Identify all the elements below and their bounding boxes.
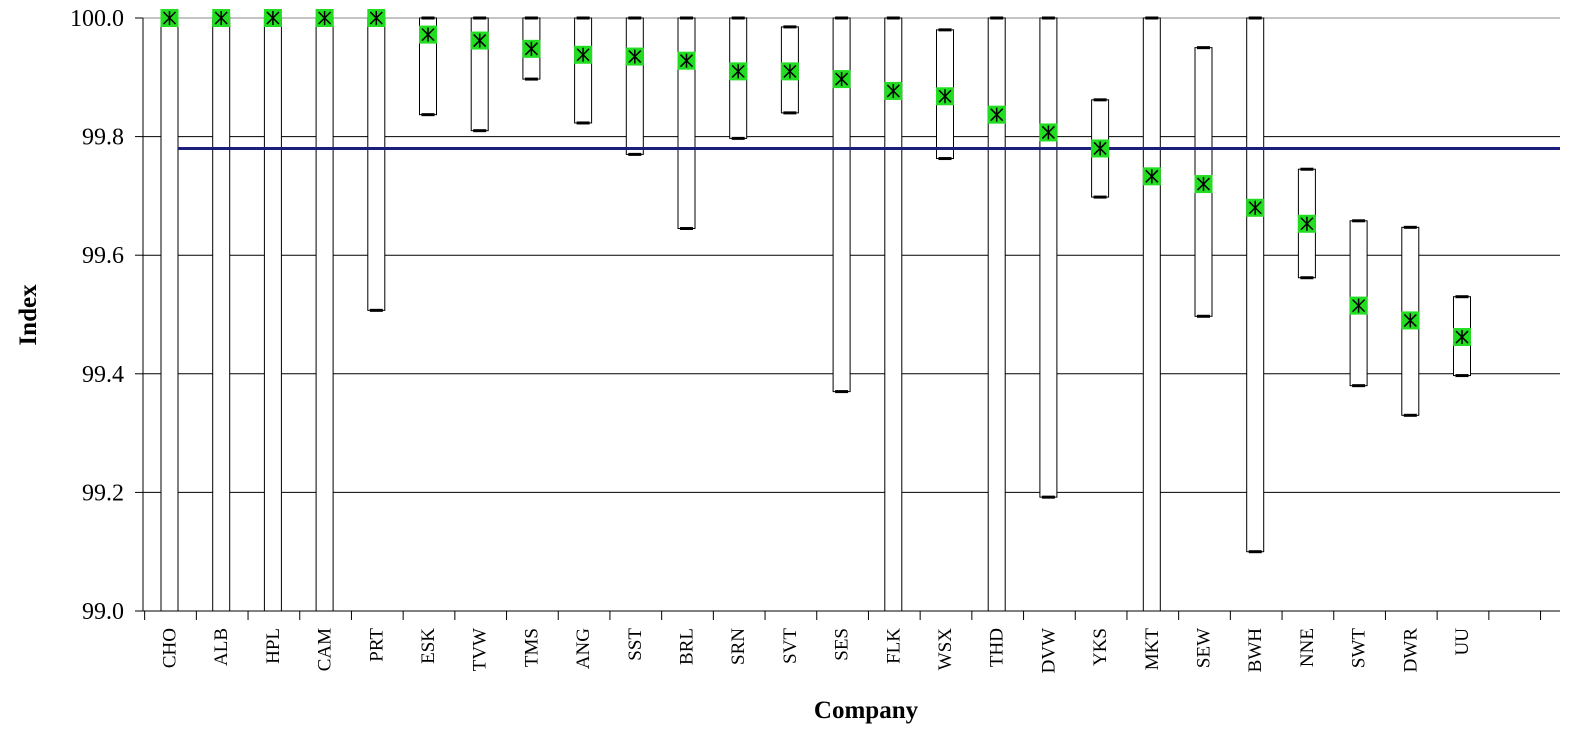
range-bar-alb bbox=[212, 17, 231, 612]
range-bar-cho bbox=[160, 17, 179, 612]
x-category-label: MKT bbox=[1142, 628, 1163, 671]
x-axis-title: Company bbox=[814, 697, 919, 724]
value-marker-dwr bbox=[1401, 311, 1420, 330]
value-marker-tms bbox=[522, 39, 541, 58]
value-marker-yks bbox=[1091, 139, 1110, 158]
x-category-label: ANG bbox=[573, 628, 594, 669]
x-category-label: BRL bbox=[677, 628, 698, 665]
value-marker-srn bbox=[729, 62, 748, 81]
value-marker-nne bbox=[1297, 214, 1316, 233]
value-marker-alb bbox=[212, 9, 231, 27]
x-category-label: TVW bbox=[470, 628, 491, 671]
value-marker-prt bbox=[367, 9, 386, 27]
x-category-label: UU bbox=[1452, 628, 1473, 656]
category-ticks bbox=[144, 611, 1542, 620]
value-markers bbox=[160, 9, 1471, 347]
x-category-label: HPL bbox=[263, 628, 284, 664]
x-category-label: BWH bbox=[1245, 628, 1266, 673]
range-bar-mkt bbox=[1142, 17, 1161, 612]
value-marker-wsx bbox=[936, 87, 954, 106]
value-marker-brl bbox=[677, 51, 696, 70]
value-marker-sew bbox=[1194, 175, 1213, 194]
value-marker-hpl bbox=[263, 9, 282, 27]
x-category-label: SEW bbox=[1194, 628, 1215, 668]
x-category-label: NNE bbox=[1297, 628, 1318, 667]
x-category-label: SRN bbox=[728, 628, 749, 665]
value-marker-mkt bbox=[1142, 167, 1161, 186]
range-bar-brl bbox=[677, 17, 696, 230]
y-tick-label: 99.4 bbox=[82, 362, 124, 388]
range-bar-dvw bbox=[1039, 17, 1058, 498]
x-category-label: FLK bbox=[883, 628, 904, 664]
y-tick-label: 99.0 bbox=[82, 599, 124, 625]
x-category-label: SWT bbox=[1349, 628, 1370, 669]
value-marker-tvw bbox=[470, 31, 489, 50]
range-bar-hpl bbox=[263, 17, 282, 612]
value-marker-swt bbox=[1349, 296, 1368, 315]
x-category-label: WSX bbox=[935, 628, 956, 671]
gridlines bbox=[143, 17, 1560, 612]
x-category-label: YKS bbox=[1090, 628, 1111, 666]
value-marker-bwh bbox=[1246, 198, 1265, 217]
y-tick-label: 99.8 bbox=[82, 125, 124, 151]
x-category-label: DVW bbox=[1038, 628, 1059, 673]
range-bar-cam bbox=[315, 17, 334, 612]
x-category-label: SST bbox=[625, 628, 646, 661]
x-category-label: CHO bbox=[160, 628, 181, 668]
x-category-label: SVT bbox=[780, 628, 801, 664]
y-tick-label: 99.2 bbox=[82, 480, 124, 506]
x-category-label: SES bbox=[832, 628, 853, 661]
x-category-label: ESK bbox=[418, 628, 439, 664]
y-axis-title: Index bbox=[15, 284, 42, 346]
range-bar-sst bbox=[625, 17, 644, 155]
range-bar-bwh bbox=[1246, 17, 1265, 553]
range-bars bbox=[160, 16, 1471, 612]
value-marker-cam bbox=[315, 9, 334, 27]
axes bbox=[135, 17, 1560, 612]
range-bar-ang bbox=[574, 17, 593, 124]
value-marker-uu bbox=[1453, 328, 1471, 347]
x-category-label: TMS bbox=[521, 628, 542, 667]
value-marker-esk bbox=[419, 25, 437, 44]
x-category-label: PRT bbox=[366, 628, 387, 662]
value-marker-dvw bbox=[1039, 123, 1058, 142]
range-bar-flk bbox=[884, 17, 903, 612]
y-tick-label: 99.6 bbox=[82, 243, 124, 269]
x-category-label: CAM bbox=[315, 628, 336, 671]
value-marker-cho bbox=[160, 9, 179, 27]
value-marker-ang bbox=[574, 45, 593, 64]
x-category-labels: CHO ALB HPL CAM PRT ESK TVW TMS ANG SST BRL SRN SVT S… bbox=[160, 628, 1474, 674]
value-marker-thd bbox=[987, 105, 1006, 124]
x-category-label: THD bbox=[987, 628, 1008, 667]
y-tick-label: 100.0 bbox=[70, 6, 124, 32]
y-tick-labels: 99.0 99.2 99.4 99.6 99.8 100.0 bbox=[70, 6, 124, 625]
value-marker-ses bbox=[832, 70, 851, 89]
value-marker-flk bbox=[884, 81, 903, 100]
value-marker-svt bbox=[780, 62, 799, 81]
x-category-label: DWR bbox=[1400, 628, 1421, 673]
value-marker-sst bbox=[625, 47, 644, 66]
x-category-label: ALB bbox=[211, 628, 232, 666]
range-bar-prt bbox=[367, 17, 386, 311]
